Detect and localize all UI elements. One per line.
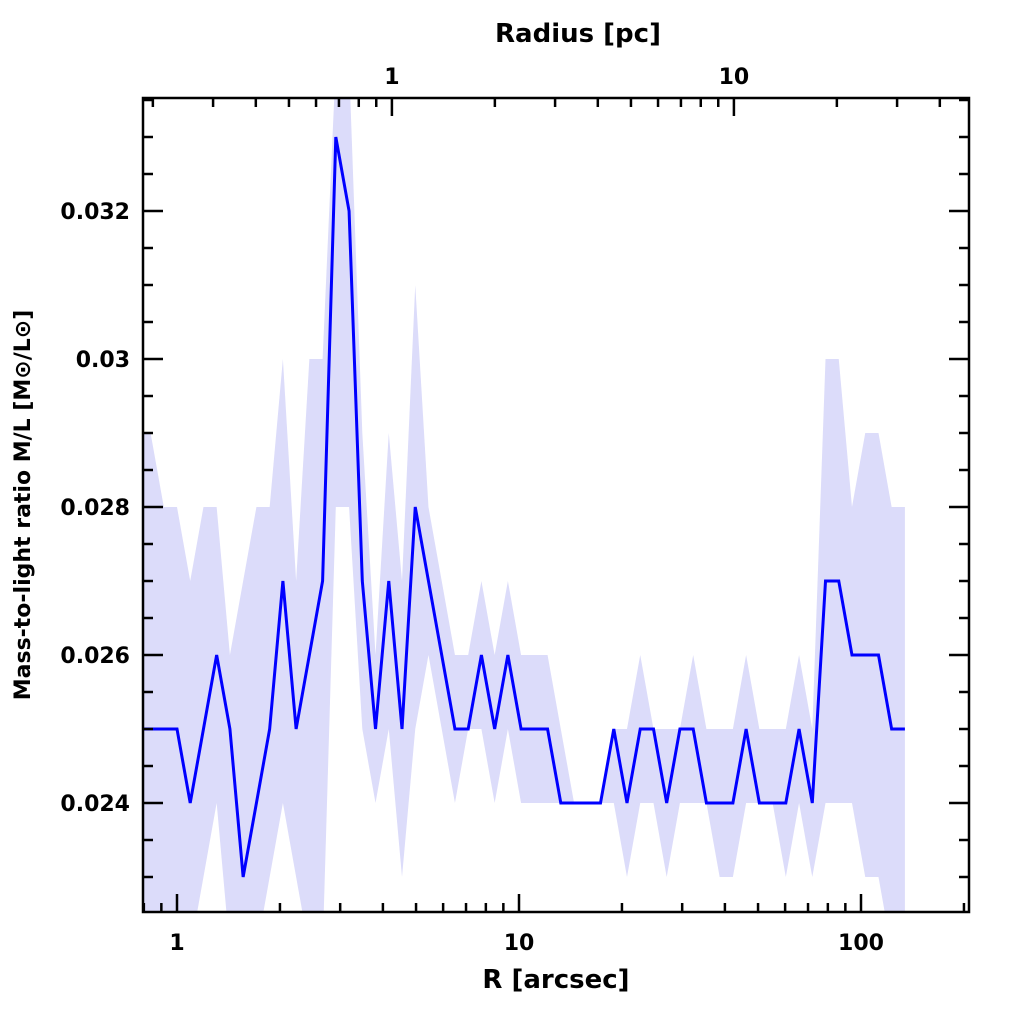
y-tick-label: 0.026 [60,644,130,669]
x-tick-label: 10 [504,931,535,956]
x-tick-label: 100 [838,931,884,956]
y-tick-label: 0.024 [60,792,130,817]
x-axis-label: R [arcsec] [482,965,629,995]
tick-labels: 1 10 100 1 10 0.024 0.026 0.028 0.03 0.032 [60,65,884,956]
x2-axis-label: Radius [pc] [495,19,661,49]
y-tick-label: 0.032 [60,200,130,225]
x2-tick-label: 10 [719,65,750,90]
ticks [142,98,969,912]
x2-tick-label: 1 [384,65,399,90]
error-band-layer [143,98,905,912]
y-tick-label: 0.028 [60,496,130,521]
y-tick-label: 0.03 [76,348,130,373]
y-axis-label: Mass-to-light ratio M/L [M⊙/L⊙] [11,310,36,701]
error-band [143,98,905,912]
line-layer [143,136,906,878]
x-tick-label: 1 [169,931,184,956]
